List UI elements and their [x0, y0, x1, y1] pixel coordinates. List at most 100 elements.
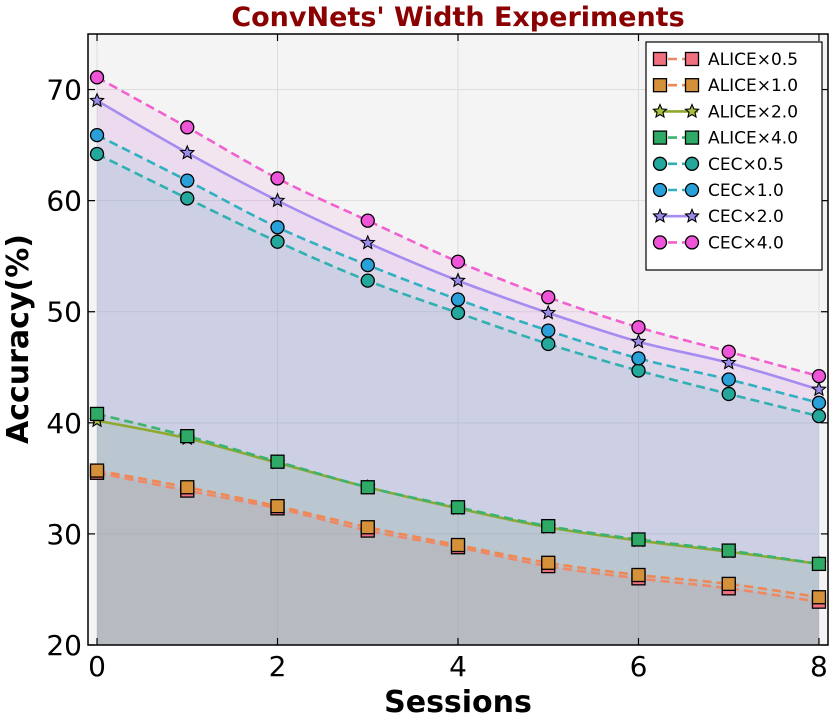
- data-point: [631, 351, 646, 366]
- data-point: [360, 520, 375, 535]
- data-point: [270, 234, 285, 249]
- legend-marker-3: [652, 130, 668, 145]
- legend-label-5: CEC×1.0: [708, 181, 784, 201]
- y-tick-label: 30: [46, 518, 82, 551]
- y-tick-label: 20: [46, 629, 82, 662]
- legend-marker-2: [652, 103, 668, 119]
- data-point: [450, 272, 466, 288]
- data-point: [631, 363, 646, 378]
- data-point: [811, 369, 827, 384]
- data-point: [270, 498, 285, 514]
- series-markers-3: [89, 406, 827, 572]
- data-point: [811, 381, 827, 397]
- data-point: [360, 480, 375, 495]
- area-fill-3: [97, 413, 819, 645]
- legend-marker-3: [684, 130, 700, 145]
- x-tick-label: 2: [269, 650, 287, 683]
- data-point: [450, 254, 466, 269]
- legend-marker-6: [684, 207, 700, 223]
- legend-label-1: ALICE×1.0: [708, 76, 798, 96]
- data-point: [541, 290, 556, 305]
- x-axis-label: Sessions: [384, 685, 532, 718]
- legend-marker-5: [684, 182, 700, 198]
- data-point: [541, 323, 556, 338]
- data-point: [811, 590, 827, 605]
- data-point: [180, 428, 195, 444]
- data-point: [811, 409, 827, 424]
- data-point: [721, 372, 736, 387]
- data-point: [450, 292, 466, 307]
- legend-label-7: CEC×4.0: [708, 233, 784, 253]
- data-point: [89, 92, 105, 108]
- legend-marker-5: [652, 182, 668, 198]
- data-point: [450, 537, 466, 553]
- data-point: [179, 144, 196, 160]
- legend-marker-2: [684, 103, 700, 119]
- y-tick-label: 40: [46, 407, 82, 440]
- x-tick-label: 0: [88, 650, 106, 683]
- data-point: [811, 556, 827, 572]
- y-axis-label: Accuracy(%): [1, 234, 36, 444]
- chart-title: ConvNets' Width Experiments: [231, 2, 684, 33]
- data-point: [631, 567, 646, 583]
- legend-label-2: ALICE×2.0: [708, 102, 798, 122]
- data-point: [541, 518, 556, 534]
- data-point: [450, 305, 466, 320]
- legend-marker-6: [652, 207, 668, 223]
- data-point: [270, 171, 285, 186]
- data-point: [450, 500, 466, 515]
- data-point: [180, 120, 195, 135]
- data-point: [360, 257, 375, 273]
- data-point: [89, 70, 105, 85]
- data-point: [720, 354, 737, 370]
- legend-label-6: CEC×2.0: [708, 207, 784, 227]
- legend-marker-4: [684, 156, 700, 171]
- area-fill-4: [97, 153, 819, 645]
- data-point: [89, 463, 105, 478]
- data-point: [270, 220, 285, 235]
- data-point: [269, 192, 286, 208]
- data-point: [89, 406, 105, 422]
- legend-marker-1: [684, 78, 700, 93]
- series-line-7: [96, 76, 820, 378]
- legend-box: [645, 41, 823, 271]
- legend-marker-7: [652, 235, 668, 250]
- data-point: [360, 213, 375, 228]
- data-point: [270, 454, 285, 469]
- series-markers-7: [89, 70, 827, 384]
- area-fill-0: [97, 472, 819, 645]
- data-point: [541, 555, 556, 570]
- data-point: [359, 234, 376, 250]
- series-markers-4: [89, 146, 827, 424]
- series-markers-5: [89, 127, 827, 410]
- data-point: [180, 191, 195, 206]
- legend: ALICE×0.5 ALICE×1.0 ALICE×2.0 ALICE×4.0 CEC×…: [645, 41, 823, 271]
- area-fill-5: [97, 135, 819, 646]
- series-markers-1: [89, 463, 827, 605]
- y-tick-label: 70: [46, 74, 82, 107]
- area-fill-2: [97, 420, 819, 645]
- legend-marker-1: [652, 78, 668, 93]
- x-tick-label: 6: [630, 650, 648, 683]
- series-markers-6: [89, 92, 827, 397]
- legend-marker-0: [684, 51, 700, 67]
- data-point: [89, 146, 105, 162]
- data-point: [360, 273, 375, 288]
- data-point: [630, 333, 647, 349]
- legend-label-4: CEC×0.5: [708, 155, 784, 175]
- data-point: [631, 320, 646, 335]
- data-point: [721, 576, 736, 592]
- data-point: [180, 173, 195, 188]
- data-point: [540, 304, 557, 320]
- data-point: [631, 532, 646, 547]
- legend-label-3: ALICE×4.0: [708, 129, 798, 149]
- y-tick-label: 50: [46, 296, 82, 329]
- legend-marker-7: [684, 235, 700, 250]
- x-tick-label: 8: [810, 650, 828, 683]
- data-point: [721, 344, 736, 359]
- x-tick-label: 4: [449, 650, 467, 683]
- legend-marker-0: [652, 51, 668, 67]
- y-tick-label: 60: [46, 185, 82, 218]
- data-point: [811, 395, 827, 410]
